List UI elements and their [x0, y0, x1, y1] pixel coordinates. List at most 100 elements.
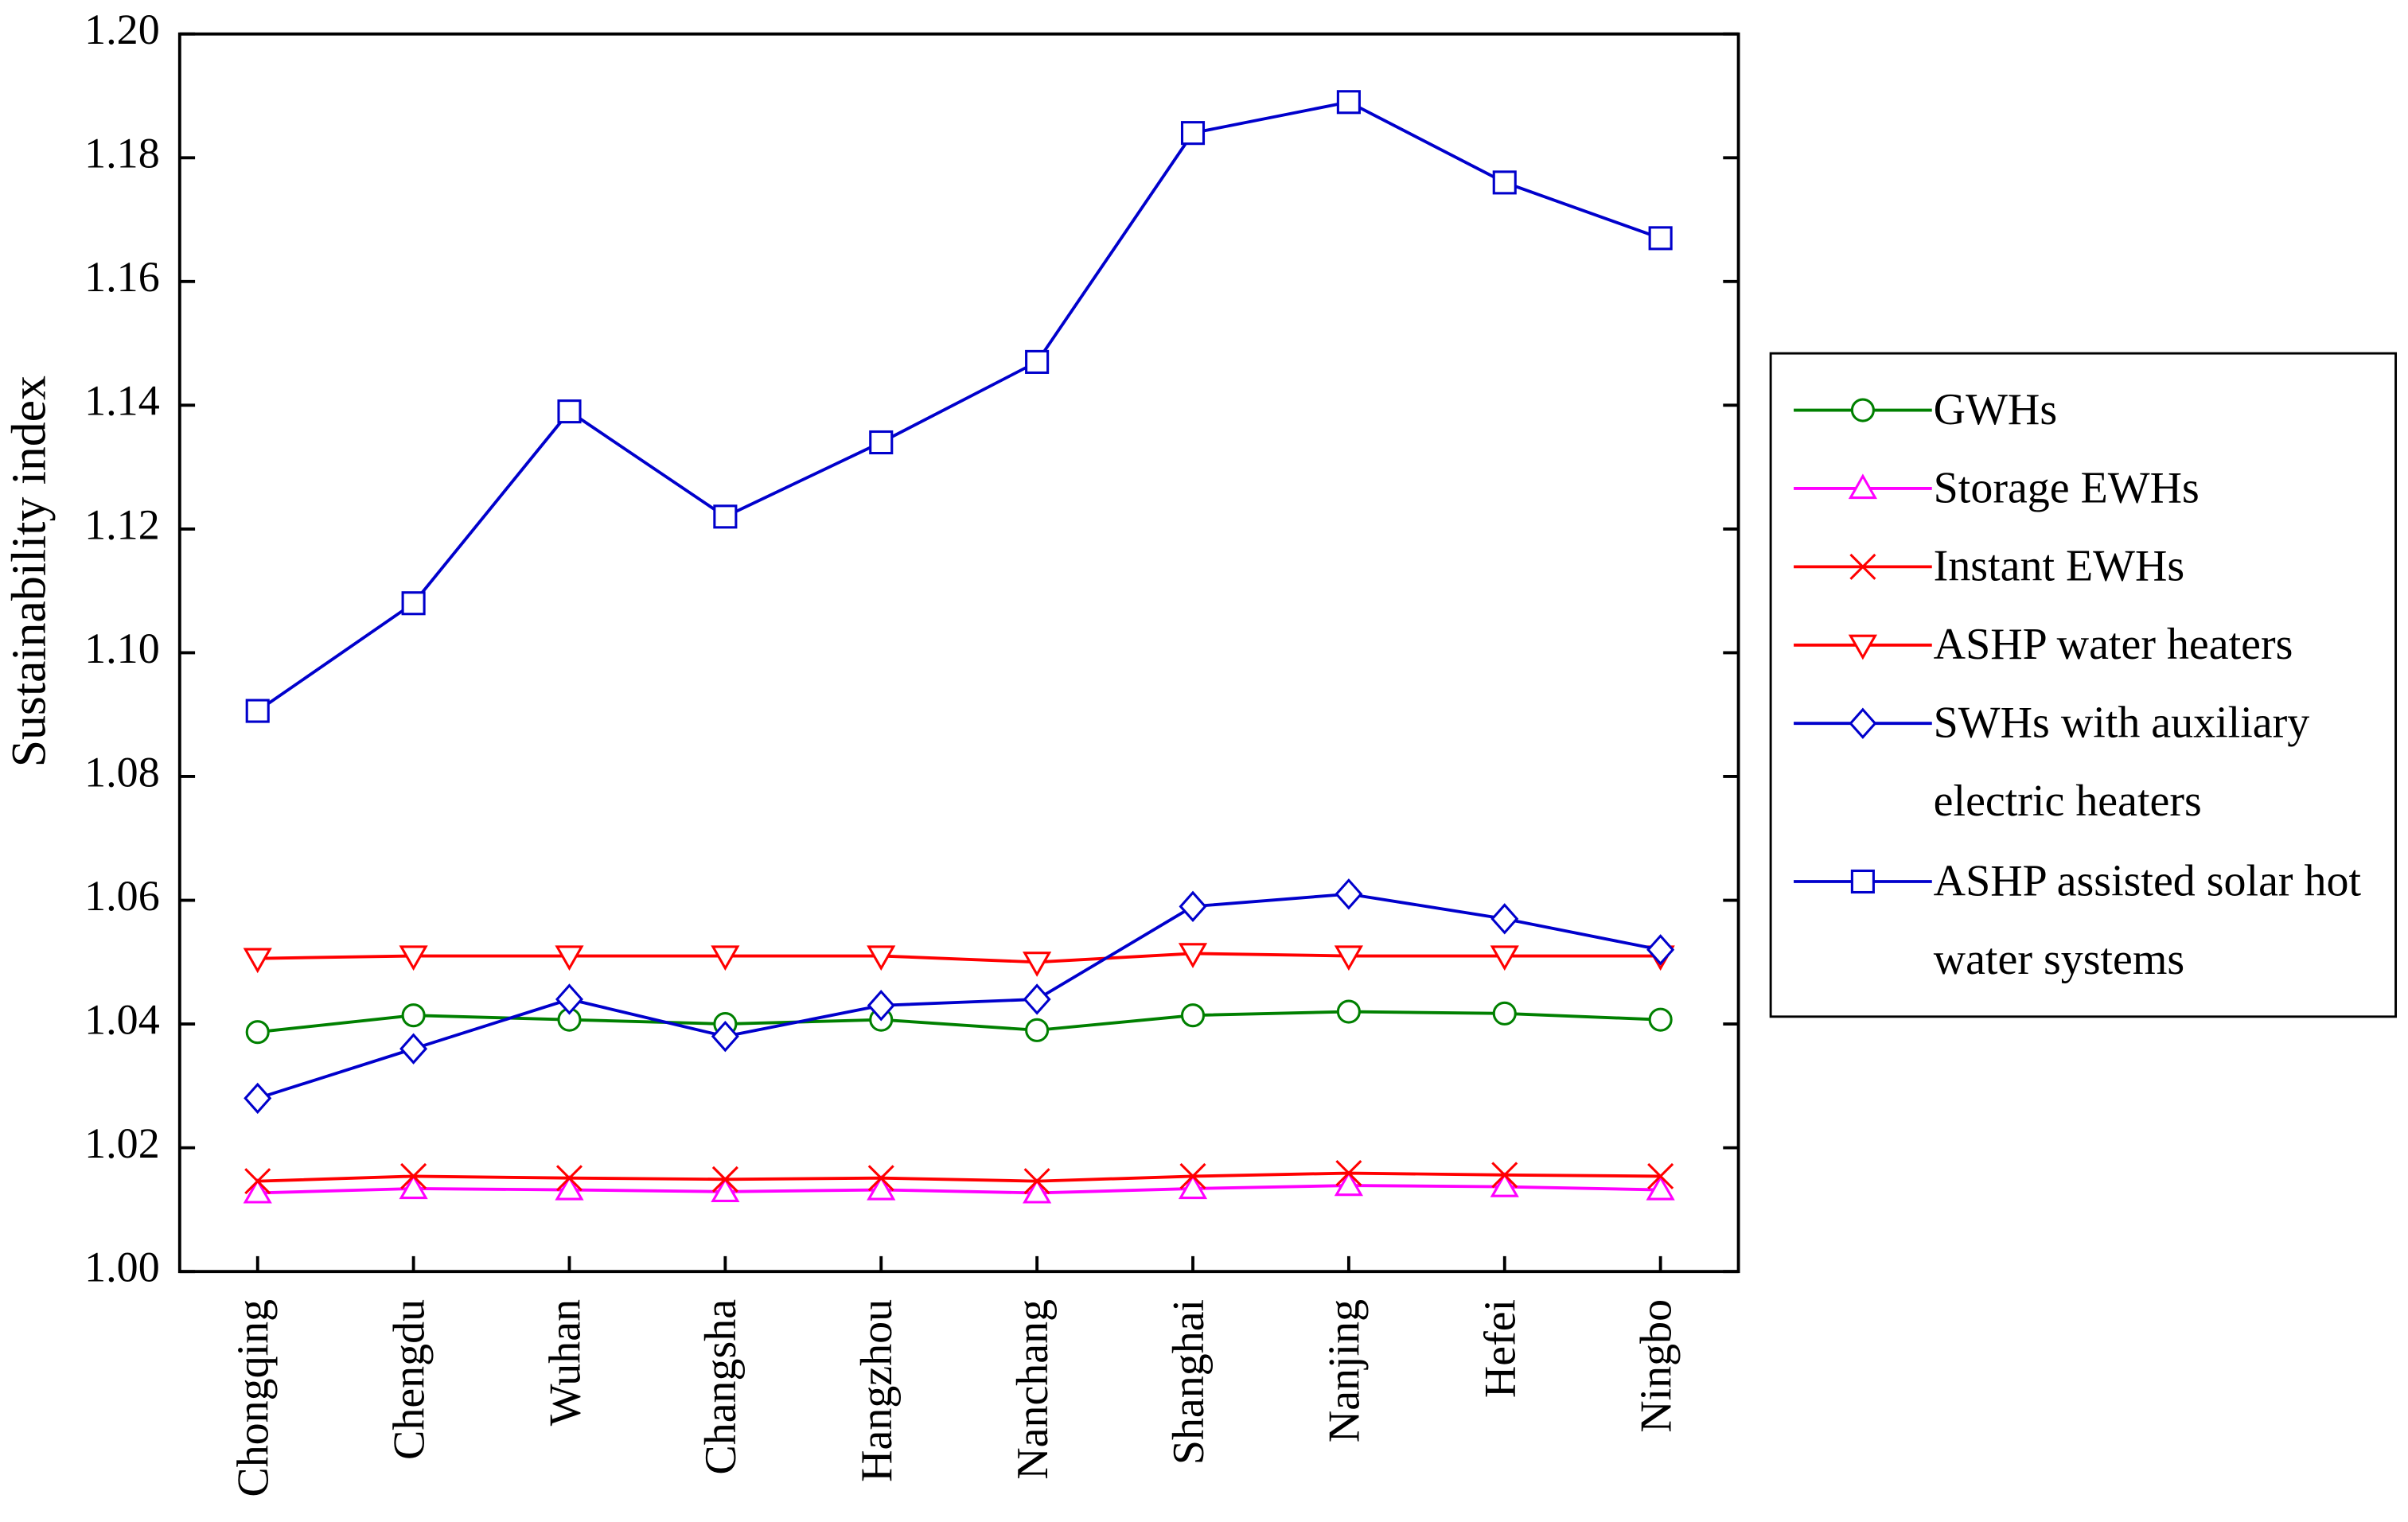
marker	[1025, 1018, 1050, 1042]
marker	[1336, 90, 1361, 115]
x-tick-label: Chongqing	[229, 1299, 279, 1497]
marker	[400, 1162, 427, 1189]
y-tick-label: 1.02	[84, 1119, 160, 1167]
marker	[1025, 349, 1050, 374]
x-tick-label: Hefei	[1476, 1299, 1525, 1398]
series-line	[257, 952, 1661, 964]
legend-label-box: GWHs	[1933, 385, 2058, 435]
marker	[245, 699, 270, 723]
marker	[867, 990, 895, 1022]
marker	[1648, 1007, 1673, 1032]
marker	[867, 1165, 894, 1192]
y-tick-label: 1.20	[84, 6, 160, 53]
marker	[1848, 634, 1878, 660]
marker	[1335, 1159, 1362, 1187]
marker	[711, 1177, 740, 1202]
marker	[1335, 878, 1363, 910]
marker	[1492, 1001, 1517, 1026]
marker	[555, 1165, 583, 1192]
legend-label-box: ASHP assisted solar hot water systems	[1933, 857, 2362, 985]
marker	[555, 1174, 584, 1201]
legend-label: SWHs with auxiliary electric heaters	[1933, 699, 2310, 827]
marker	[1334, 945, 1363, 971]
legend-label-box: SWHs with auxiliary electric heaters	[1933, 699, 2310, 827]
legend-label-box: ASHP water heaters	[1933, 620, 2293, 670]
marker	[1180, 1003, 1206, 1028]
marker	[1646, 1174, 1675, 1201]
marker	[1491, 1162, 1518, 1189]
legend-label-box: Storage EWHs	[1933, 464, 2200, 513]
marker	[1848, 473, 1878, 500]
marker	[711, 1166, 738, 1193]
series-line	[257, 1171, 1661, 1183]
marker	[1334, 1170, 1363, 1197]
marker	[1646, 934, 1675, 966]
marker	[244, 1082, 272, 1115]
legend-box	[1769, 352, 2398, 1018]
marker	[399, 1174, 428, 1200]
x-tick-label: Shanghai	[1164, 1299, 1214, 1465]
marker	[1492, 170, 1517, 195]
y-tick-label: 1.08	[84, 748, 160, 796]
marker	[399, 945, 428, 971]
marker	[555, 945, 584, 971]
x-tick-label: Nanchang	[1008, 1299, 1058, 1480]
marker	[1336, 999, 1361, 1024]
legend-label: GWHs	[1933, 385, 2058, 435]
marker	[869, 430, 894, 455]
y-tick-label: 1.14	[84, 377, 160, 425]
marker	[1023, 983, 1051, 1015]
y-tick-label: 1.16	[84, 253, 160, 301]
marker	[1023, 952, 1052, 977]
marker	[713, 504, 738, 529]
legend-label-box: Instant EWHs	[1933, 542, 2185, 592]
y-tick-label: 1.00	[84, 1244, 160, 1291]
marker	[1647, 1162, 1674, 1189]
legend-label: ASHP water heaters	[1933, 620, 2293, 670]
x-tick-label: Nanjing	[1320, 1299, 1370, 1442]
marker	[245, 1020, 270, 1045]
marker	[1849, 553, 1876, 580]
legend-label: Storage EWHs	[1933, 464, 2200, 513]
marker	[243, 1178, 272, 1204]
plot-frame	[177, 32, 1740, 1274]
marker	[1179, 1162, 1206, 1189]
x-tick-label: Ningbo	[1631, 1299, 1681, 1433]
y-tick-label: 1.06	[84, 872, 160, 920]
x-tick-label: Changsha	[696, 1299, 746, 1475]
series-line	[257, 1184, 1661, 1195]
marker	[1023, 1178, 1052, 1204]
marker	[1648, 226, 1673, 251]
marker	[399, 1033, 428, 1065]
y-tick-label: 1.12	[84, 500, 160, 548]
series-line	[256, 100, 1662, 713]
marker	[1490, 1172, 1519, 1197]
marker	[711, 945, 740, 971]
marker	[401, 591, 426, 616]
marker	[401, 1003, 426, 1028]
marker	[1850, 398, 1875, 422]
series-line	[257, 1010, 1661, 1034]
marker	[1178, 1174, 1208, 1200]
marker	[244, 1168, 271, 1195]
legend-label: Instant EWHs	[1933, 542, 2185, 592]
x-tick-label: Hangzhou	[852, 1299, 902, 1482]
marker	[1490, 903, 1519, 935]
marker	[1179, 890, 1207, 923]
marker	[1490, 945, 1519, 971]
y-tick-label: 1.04	[84, 995, 160, 1043]
marker	[555, 983, 583, 1015]
legend-label: ASHP assisted solar hot water systems	[1933, 857, 2362, 985]
marker	[243, 948, 272, 974]
series-line	[257, 892, 1662, 1100]
marker	[867, 1174, 896, 1201]
marker	[557, 399, 582, 424]
y-axis-label: Sustainability index	[2, 376, 56, 767]
marker	[1180, 121, 1206, 146]
x-tick-label: Wuhan	[540, 1299, 590, 1426]
marker	[867, 945, 896, 971]
marker	[1023, 1168, 1050, 1195]
marker	[1178, 943, 1208, 968]
